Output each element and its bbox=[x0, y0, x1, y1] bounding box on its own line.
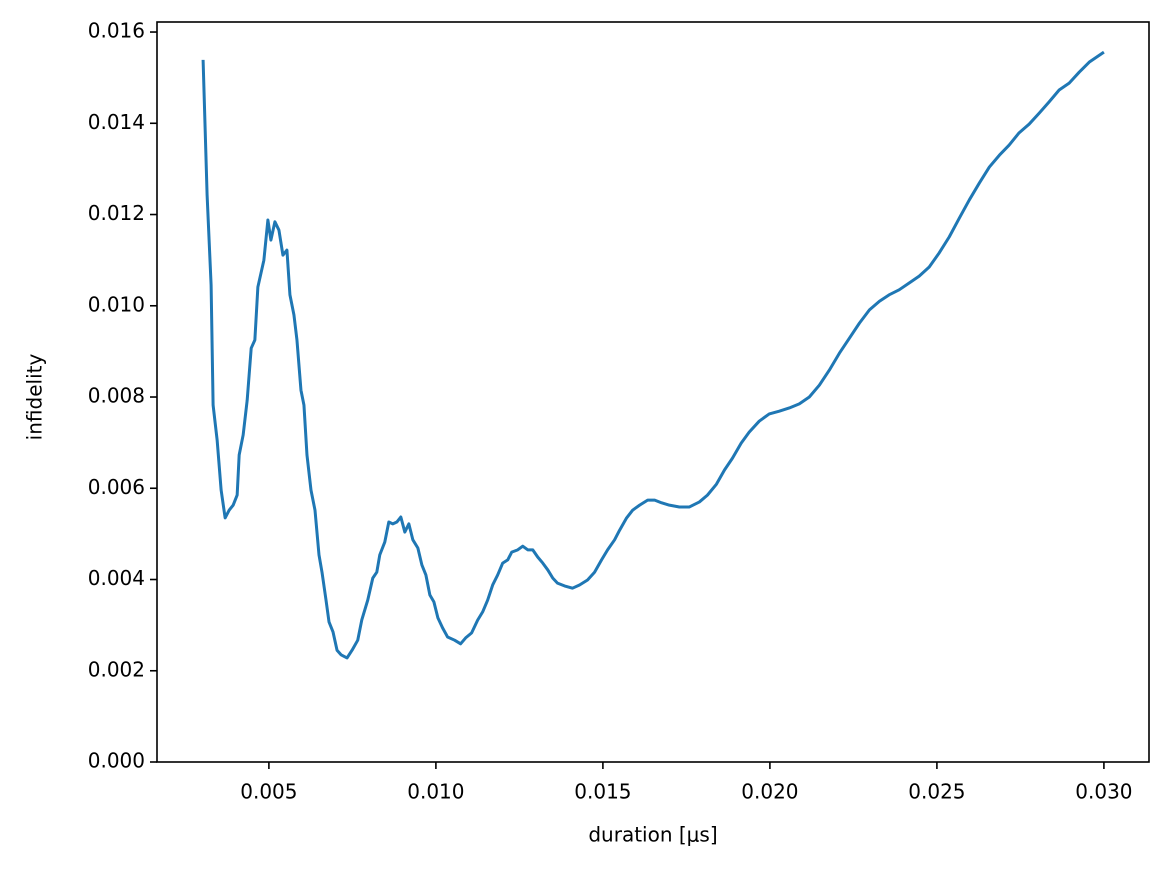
x-axis-label: duration [μs] bbox=[588, 823, 717, 847]
y-tick-label: 0.004 bbox=[88, 566, 145, 590]
data-line bbox=[201, 50, 1105, 660]
x-tick-label: 0.020 bbox=[741, 780, 798, 804]
plot-frame bbox=[156, 21, 1150, 763]
y-tick-label: 0.008 bbox=[88, 384, 145, 408]
y-tick-label: 0.016 bbox=[88, 19, 145, 43]
x-tick-label: 0.015 bbox=[574, 780, 631, 804]
x-tick-label: 0.010 bbox=[407, 780, 464, 804]
y-tick-label: 0.014 bbox=[88, 110, 145, 134]
y-tick-label: 0.002 bbox=[88, 657, 145, 681]
x-tick-label: 0.005 bbox=[240, 780, 297, 804]
y-tick-label: 0.006 bbox=[88, 475, 145, 499]
x-tick-label: 0.030 bbox=[1075, 780, 1132, 804]
y-tick-label: 0.012 bbox=[88, 201, 145, 225]
x-tick-label: 0.025 bbox=[908, 780, 965, 804]
y-tick-label: 0.010 bbox=[88, 292, 145, 316]
y-tick-label: 0.000 bbox=[88, 749, 145, 773]
y-axis-label: infidelity bbox=[23, 354, 47, 441]
